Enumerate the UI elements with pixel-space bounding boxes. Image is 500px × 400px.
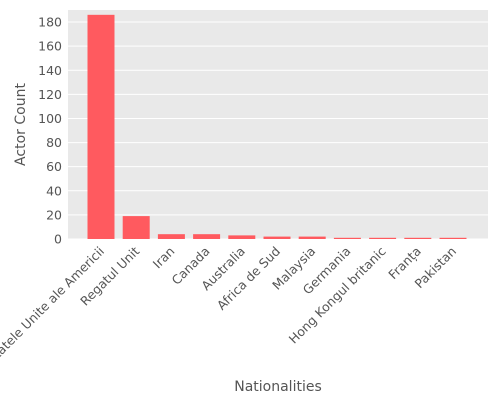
bar — [439, 237, 467, 239]
y-tick-label: 140 — [38, 63, 62, 78]
y-tick-label: 100 — [38, 111, 62, 126]
grid-lines — [68, 21, 488, 240]
bar — [298, 236, 326, 239]
bar — [404, 237, 432, 239]
y-tick-label: 40 — [46, 183, 62, 198]
bar — [157, 234, 185, 239]
y-tick-label: 0 — [54, 232, 62, 247]
x-axis-title: Nationalities — [234, 379, 322, 395]
y-axis-title: Actor Count — [13, 83, 29, 166]
bar — [263, 236, 291, 239]
x-tick-label: Iran — [150, 244, 178, 272]
bar — [228, 235, 256, 239]
y-tick-label: 80 — [46, 135, 62, 150]
y-tick-labels: 0 20 40 60 80 100 120 140 160 180 — [38, 15, 62, 247]
y-tick-label: 20 — [46, 207, 62, 222]
y-tick-label: 120 — [38, 87, 62, 102]
bar — [193, 234, 221, 239]
bar — [333, 237, 361, 239]
bars — [87, 14, 467, 240]
bar — [122, 216, 150, 239]
y-tick-label: 60 — [46, 159, 62, 174]
y-tick-label: 180 — [38, 15, 62, 30]
bar — [87, 14, 115, 240]
y-tick-label: 160 — [38, 39, 62, 54]
plot-panel — [68, 10, 488, 239]
bar — [369, 237, 397, 239]
